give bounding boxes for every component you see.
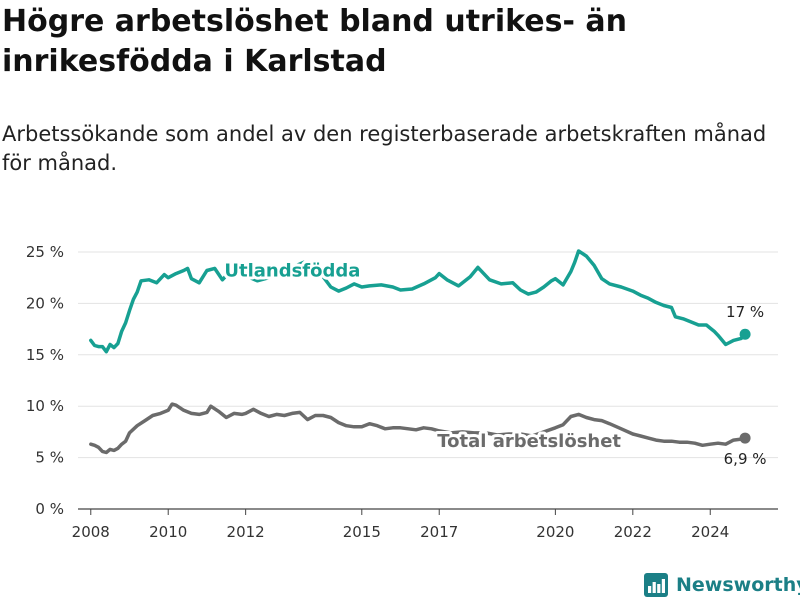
bar-chart-logo-icon bbox=[644, 573, 668, 597]
x-tick-label: 2010 bbox=[149, 523, 187, 541]
x-tick-label: 2020 bbox=[536, 523, 574, 541]
chart-subtitle: Arbetssökande som andel av den registerb… bbox=[2, 122, 767, 175]
x-tick-label: 2015 bbox=[343, 523, 381, 541]
x-tick-label: 2008 bbox=[72, 523, 110, 541]
brand-name: Newsworthy bbox=[676, 574, 800, 596]
end-label-total: 6,9 % bbox=[724, 450, 767, 468]
y-gridlines bbox=[78, 251, 778, 510]
y-axis: 0 % 5 % 10 % 15 % 20 % 25 % bbox=[26, 243, 64, 518]
series-label-utlandsfodda: Utlandsfödda bbox=[224, 260, 360, 281]
series-labels: 17 % 6,9 % Utlandsfödda Total arbetslöshet bbox=[221, 257, 767, 468]
x-tick-label: 2022 bbox=[614, 523, 652, 541]
x-tick-label: 2017 bbox=[420, 523, 458, 541]
x-tick-label: 2012 bbox=[227, 523, 265, 541]
end-label-utlandsfodda: 17 % bbox=[726, 303, 764, 321]
chart-title: Högre arbetslöshet bland utrikes- än inr… bbox=[2, 4, 627, 79]
y-tick-label: 25 % bbox=[26, 243, 64, 261]
newsworthy-brand: Newsworthy bbox=[644, 570, 800, 600]
y-tick-label: 5 % bbox=[35, 449, 64, 467]
y-tick-label: 20 % bbox=[26, 294, 64, 312]
y-tick-label: 0 % bbox=[35, 500, 64, 518]
series-line-utlandsfodda bbox=[89, 249, 747, 354]
y-tick-label: 15 % bbox=[26, 346, 64, 364]
series-label-total: Total arbetslöshet bbox=[437, 431, 621, 452]
series-line-total bbox=[89, 402, 747, 455]
x-tick-label: 2024 bbox=[691, 523, 729, 541]
end-point-utlandsfodda bbox=[739, 328, 751, 340]
y-tick-label: 10 % bbox=[26, 397, 64, 415]
series-lines bbox=[89, 249, 751, 455]
x-axis: 2008 2010 2012 2015 2017 2020 2022 2024 bbox=[72, 509, 729, 541]
end-point-total bbox=[739, 432, 751, 444]
